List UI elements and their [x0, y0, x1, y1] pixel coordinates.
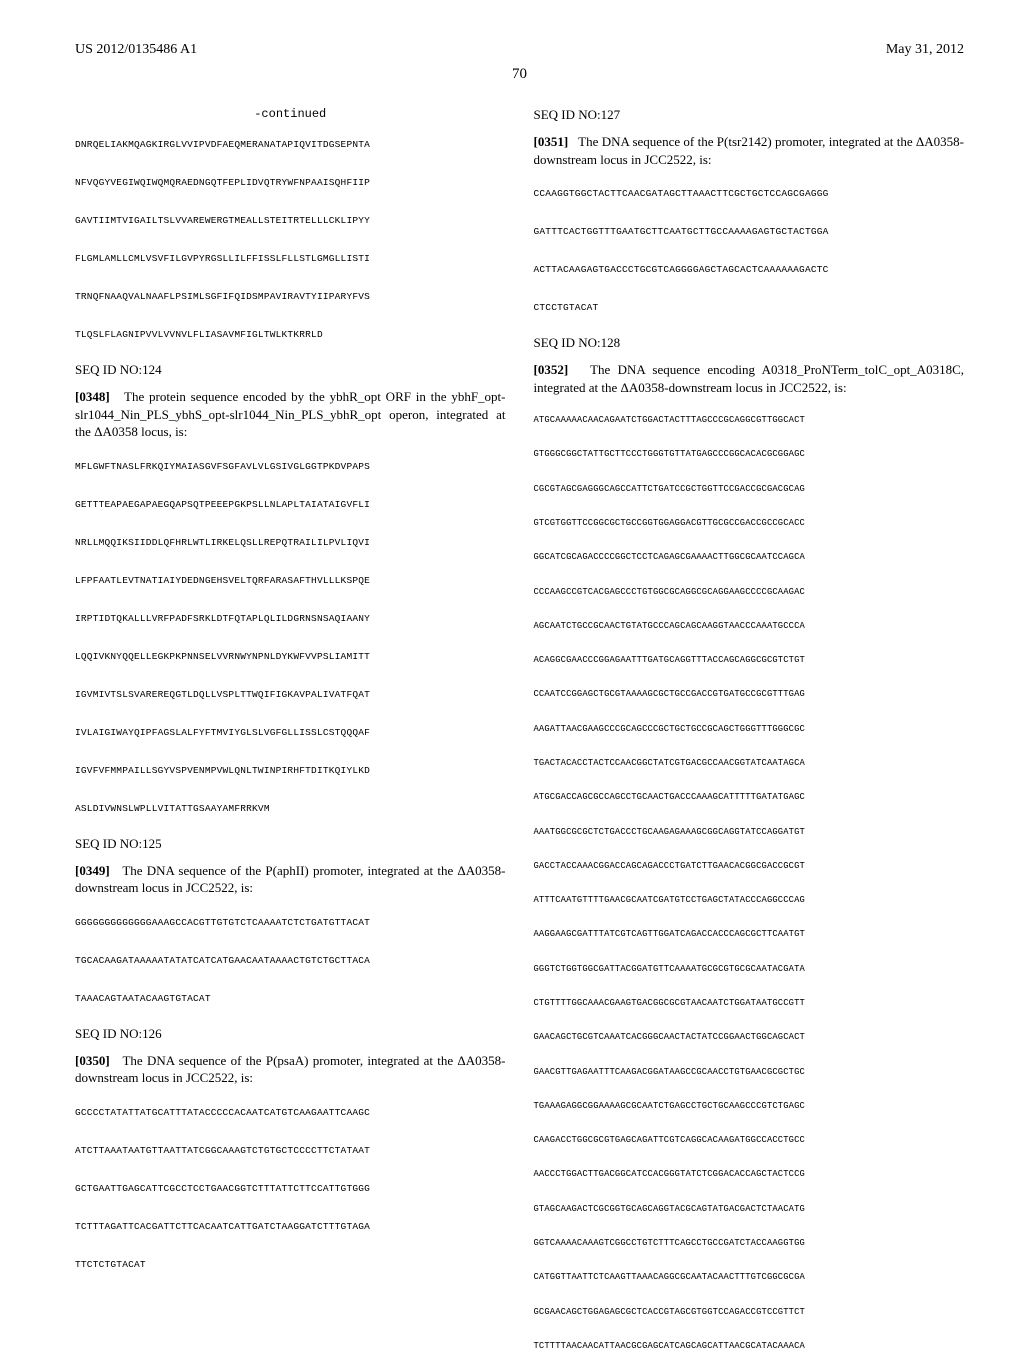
seq-id-125: SEQ ID NO:125 — [75, 836, 506, 852]
para-0349: [0349] The DNA sequence of the P(aphII) … — [75, 862, 506, 897]
page-number: 70 — [75, 66, 964, 83]
para-text-0349: The DNA sequence of the P(aphII) promote… — [75, 863, 506, 896]
sequence-126: GCCCCTATATTATGCATTTATACCCCCACAATCATGTCAA… — [75, 1103, 506, 1274]
para-0350: [0350] The DNA sequence of the P(psaA) p… — [75, 1052, 506, 1087]
para-num-0349: [0349] — [75, 863, 110, 878]
right-column: SEQ ID NO:127 [0351] The DNA sequence of… — [534, 107, 965, 1369]
para-text-0350: The DNA sequence of the P(psaA) promoter… — [75, 1053, 506, 1086]
para-text-0351: The DNA sequence of the P(tsr2142) promo… — [534, 134, 965, 167]
sequence-127: CCAAGGTGGCTACTTCAACGATAGCTTAAACTTCGCTGCT… — [534, 184, 965, 317]
seq-id-127: SEQ ID NO:127 — [534, 107, 965, 123]
para-num-0352: [0352] — [534, 362, 569, 377]
para-text-0352: The DNA sequence encoding A0318_ProNTerm… — [534, 362, 965, 395]
para-0351: [0351] The DNA sequence of the P(tsr2142… — [534, 133, 965, 168]
para-0352: [0352] The DNA sequence encoding A0318_P… — [534, 361, 965, 396]
sequence-125: GGGGGGGGGGGGGAAAGCCACGTTGTGTCTCAAAATCTCT… — [75, 913, 506, 1008]
pub-number: US 2012/0135486 A1 — [75, 42, 197, 58]
sequence-continued: DNRQELIAKMQAGKIRGLVVIPVDFAEQMERANATAPIQV… — [75, 135, 506, 344]
para-text-0348: The protein sequence encoded by the ybhR… — [75, 389, 506, 439]
seq-id-126: SEQ ID NO:126 — [75, 1026, 506, 1042]
continued-label: -continued — [75, 107, 506, 121]
pub-date: May 31, 2012 — [886, 42, 964, 58]
seq-id-124: SEQ ID NO:124 — [75, 362, 506, 378]
para-num-0350: [0350] — [75, 1053, 110, 1068]
sequence-128: ATGCAAAAACAACAGAATCTGGACTACTTTAGCCCGCAGG… — [534, 412, 965, 1355]
seq-id-128: SEQ ID NO:128 — [534, 335, 965, 351]
sequence-124: MFLGWFTNASLFRKQIYMAIASGVFSGFAVLVLGSIVGLG… — [75, 457, 506, 818]
left-column: -continued DNRQELIAKMQAGKIRGLVVIPVDFAEQM… — [75, 107, 506, 1369]
para-0348: [0348] The protein sequence encoded by t… — [75, 388, 506, 441]
para-num-0351: [0351] — [534, 134, 569, 149]
para-num-0348: [0348] — [75, 389, 110, 404]
